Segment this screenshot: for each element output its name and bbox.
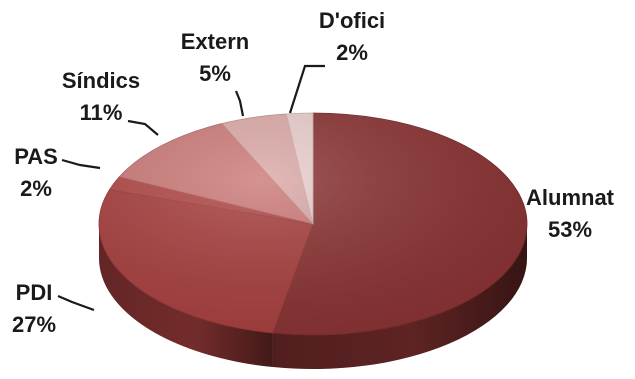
slice-value-d-ofici: 2% — [336, 40, 368, 65]
slice-side-shading-alumnat — [272, 224, 527, 369]
pie-top-shine — [99, 113, 527, 335]
leader-line-sindics — [127, 119, 159, 136]
leader-line-d-ofici — [288, 64, 325, 114]
slice-label-sindics: Síndics — [62, 68, 140, 93]
slice-value-extern: 5% — [199, 61, 231, 86]
leader-line-pas — [61, 158, 101, 170]
slice-label-pas: PAS — [14, 144, 58, 169]
slice-value-pas: 2% — [20, 176, 52, 201]
leader-line-pdi — [57, 294, 95, 312]
pie-top-faces — [98, 112, 528, 336]
slice-label-d-ofici: D'ofici — [319, 8, 385, 33]
slice-label-pdi: PDI — [16, 280, 53, 305]
slice-side-shading-pdi — [99, 224, 273, 368]
leader-line-extern — [234, 90, 245, 117]
pie-side-walls — [99, 224, 527, 369]
slice-value-pdi: 27% — [12, 312, 56, 337]
pie-labels: Alumnat 53% PDI 27% PAS 2% Síndics 11% Extern 5% D… — [12, 8, 615, 337]
slice-label-alumnat: Alumnat — [526, 185, 615, 210]
slice-label-extern: Extern — [181, 29, 249, 54]
slice-value-sindics: 11% — [80, 100, 123, 125]
slice-value-alumnat: 53% — [548, 217, 592, 242]
